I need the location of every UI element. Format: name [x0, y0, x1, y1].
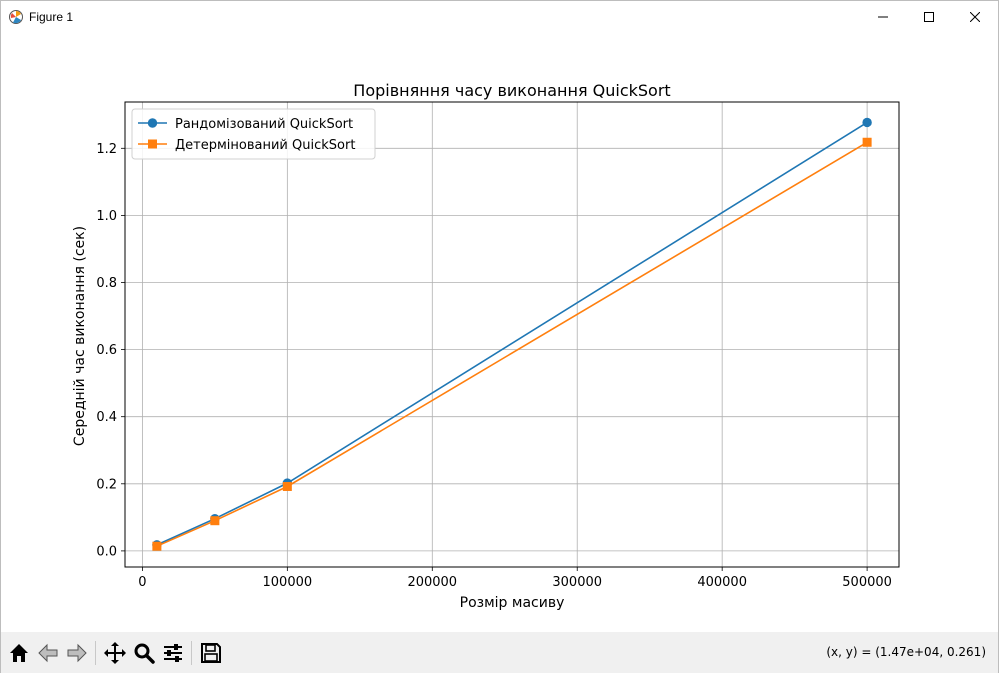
- y-tick-label: 1.0: [96, 209, 117, 224]
- maximize-button[interactable]: [906, 1, 952, 32]
- axes-frame: [124, 101, 900, 568]
- series-layer: [152, 117, 872, 551]
- y-tick-label: 0.6: [96, 343, 117, 358]
- x-tick-label: 0: [138, 575, 146, 590]
- data-point-marker: [282, 481, 292, 491]
- y-axis-ticks: 0.0 0.2 0.4 0.6 0.8 1.0 1.2: [96, 142, 125, 559]
- toolbar-separator: [95, 640, 96, 665]
- minimize-icon: [878, 16, 888, 17]
- home-icon: [10, 643, 28, 662]
- maximize-icon: [924, 11, 934, 22]
- y-tick-label: 0.8: [96, 276, 117, 291]
- minimize-button[interactable]: [860, 1, 906, 32]
- legend-marker: [148, 139, 157, 149]
- x-tick-label: 500000: [842, 575, 892, 590]
- back-button[interactable]: [34, 639, 62, 667]
- x-axis-label: Розмір масиву: [460, 595, 565, 611]
- data-point-marker: [862, 137, 872, 147]
- close-button[interactable]: [952, 1, 998, 32]
- y-axis-label: Середній час виконання (сек): [72, 226, 88, 446]
- configure-subplots-icon: [164, 643, 182, 662]
- y-tick-label: 1.2: [96, 142, 117, 157]
- zoom-icon: [134, 643, 155, 664]
- x-tick-label: 300000: [552, 575, 602, 590]
- y-tick-label: 0.4: [96, 410, 117, 425]
- forward-button[interactable]: [63, 639, 91, 667]
- data-point-marker: [210, 516, 220, 526]
- data-point-marker: [862, 117, 872, 128]
- window-controls: [860, 1, 998, 32]
- configure-subplots-button[interactable]: [159, 639, 187, 667]
- title-bar: Figure 1: [1, 1, 998, 32]
- x-tick-label: 200000: [407, 575, 457, 590]
- cursor-coordinates: (x, y) = (1.47e+04, 0.261): [826, 645, 986, 659]
- pan-icon: [104, 641, 126, 664]
- navigation-toolbar: (x, y) = (1.47e+04, 0.261): [1, 632, 998, 673]
- chart-svg: Порівняння часу виконання QuickSort 0 100…: [1, 32, 998, 632]
- data-point-marker: [152, 541, 162, 551]
- x-tick-label: 400000: [697, 575, 747, 590]
- back-arrow-icon: [38, 643, 58, 662]
- legend-label: Рандомізований QuickSort: [175, 117, 353, 132]
- toolbar-separator: [191, 640, 192, 665]
- legend-label: Детермінований QuickSort: [175, 138, 355, 153]
- legend-box: [131, 108, 376, 160]
- y-tick-label: 0.0: [96, 544, 117, 559]
- save-icon: [201, 642, 221, 663]
- series-line: [156, 141, 868, 547]
- legend: Рандомізований QuickSort Детермінований Q…: [131, 108, 376, 160]
- chart-title: Порівняння часу виконання QuickSort: [353, 81, 670, 100]
- x-tick-label: 100000: [263, 575, 313, 590]
- close-icon: [970, 11, 980, 22]
- legend-marker: [147, 118, 158, 128]
- forward-arrow-icon: [67, 643, 87, 662]
- zoom-button[interactable]: [130, 639, 158, 667]
- matplotlib-app-icon: [8, 9, 24, 25]
- figure-canvas[interactable]: Порівняння часу виконання QuickSort 0 100…: [1, 32, 998, 632]
- y-tick-label: 0.2: [96, 477, 117, 492]
- window-title: Figure 1: [29, 9, 74, 24]
- series-line: [156, 121, 868, 546]
- series-2: [152, 137, 872, 551]
- home-button[interactable]: [5, 639, 33, 667]
- grid: [125, 102, 899, 567]
- save-button[interactable]: [197, 639, 225, 667]
- x-axis-ticks: 0 100000 200000 300000 400000 500000: [138, 567, 892, 590]
- pan-button[interactable]: [101, 639, 129, 667]
